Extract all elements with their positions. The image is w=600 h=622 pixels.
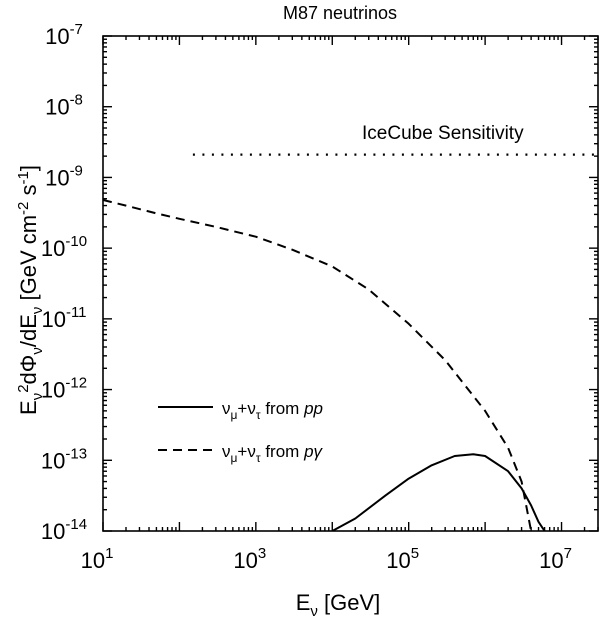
y-tick-label: 10-10: [41, 233, 87, 261]
x-tick-label: 105: [386, 545, 419, 573]
x-tick-labels: 101 103 105 107: [81, 545, 572, 573]
y-axis-label: Eν2dΦν/dEν [GeV cm-2 s-1]: [15, 165, 46, 415]
icecube-annotation: IceCube Sensitivity: [362, 123, 524, 144]
x-tick-label: 107: [539, 545, 572, 573]
tick-marks: [102, 35, 599, 532]
series-line-dashed: [103, 199, 533, 531]
y-tick-label: 10-12: [41, 375, 87, 403]
legend: νμ+ντ from pp νμ+ντ from pγ: [158, 399, 324, 465]
series-line-solid: [331, 453, 546, 531]
plot-frame: [102, 35, 599, 532]
y-tick-labels: 10-14 10-13 10-12 10-11 10-10 10-9 10-8 10-7: [41, 21, 87, 544]
legend-label-pp: νμ+ντ from pp: [222, 399, 323, 422]
x-tick-label: 101: [81, 545, 114, 573]
y-tick-label: 10-14: [41, 516, 87, 544]
chart-title: M87 neutrinos: [283, 3, 397, 23]
y-tick-label: 10-11: [41, 304, 86, 332]
y-tick-label: 10-9: [45, 162, 83, 190]
y-tick-label: 10-13: [41, 445, 87, 473]
y-tick-label: 10-8: [45, 92, 83, 120]
x-tick-label: 103: [233, 545, 266, 573]
x-axis-label: Eν [GeV]: [296, 590, 381, 620]
series-group: [103, 153, 598, 531]
y-tick-label: 10-7: [45, 21, 83, 49]
legend-label-pgamma: νμ+ντ from pγ: [222, 442, 324, 465]
